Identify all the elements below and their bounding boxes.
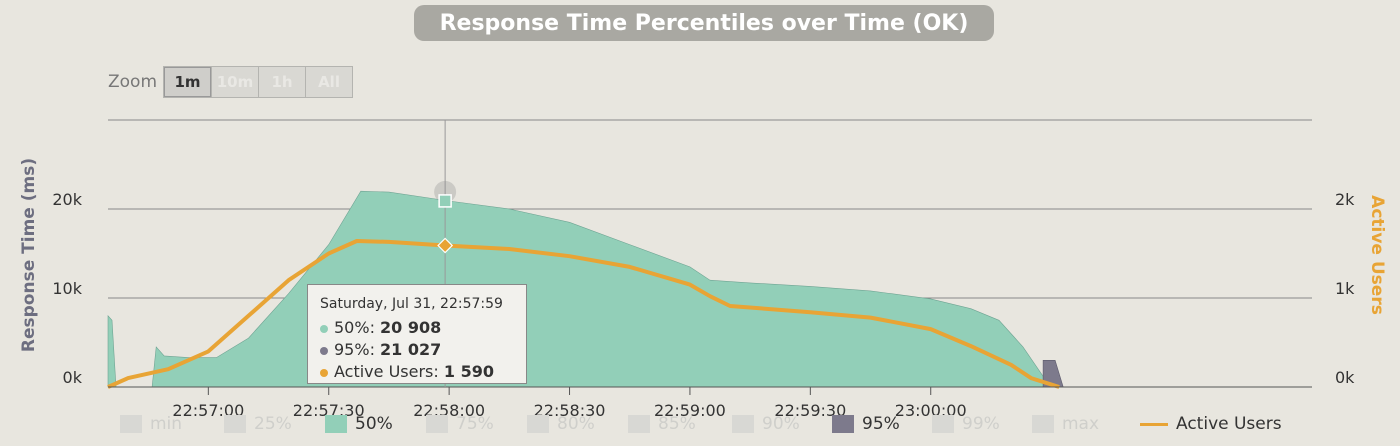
tooltip-title: Saturday, Jul 31, 22:57:59 (320, 296, 503, 312)
legend-item-min[interactable]: min (120, 412, 182, 436)
legend-item-50[interactable]: 50% (325, 412, 393, 436)
zoom-1h-button[interactable]: 1h (258, 67, 305, 97)
legend-item-95[interactable]: 95% (832, 412, 900, 436)
y2-tick-label: 0k (1335, 368, 1355, 387)
legend: min 25% 50% 75% 80% 85% 90% 95% 99% max Active Use… (120, 412, 1300, 436)
zoom-label: Zoom (108, 72, 158, 92)
tooltip-row-95-value: 21 027 (380, 340, 442, 359)
legend-item-25[interactable]: 25% (224, 412, 292, 436)
tooltip: Saturday, Jul 31, 22:57:59 50%: 20 908 9… (307, 284, 527, 384)
zoom-1m-button[interactable]: 1m (164, 67, 212, 97)
legend-label: 99% (962, 414, 1000, 434)
tooltip-row-users: Active Users: 1 590 (320, 361, 514, 383)
legend-item-75[interactable]: 75% (426, 412, 494, 436)
tooltip-row-users-value: 1 590 (443, 362, 494, 381)
series-dot-icon (320, 368, 328, 377)
y2-axis-label: Active Users (1367, 195, 1387, 315)
legend-swatch-icon (832, 415, 854, 433)
zoom-button-group: 1m 10m 1h All (163, 66, 354, 98)
tooltip-row-50-label: 50% (334, 318, 370, 337)
series-areas (107, 190, 1064, 388)
legend-swatch-icon (732, 415, 754, 433)
y-tick-label: 10k (52, 279, 82, 298)
series-dot-icon (320, 324, 328, 333)
legend-swatch-icon (224, 415, 246, 433)
y2-tick-label: 1k (1335, 279, 1355, 298)
legend-swatch-icon (426, 415, 448, 433)
legend-item-active-users[interactable]: Active Users (1140, 412, 1282, 436)
legend-label: 75% (456, 414, 494, 434)
tooltip-row-95-label: 95% (334, 340, 370, 359)
y-tick-label: 20k (52, 190, 82, 209)
series-dot-icon (320, 346, 328, 355)
x-tick-label: 22:58:30 (534, 401, 606, 420)
y-tick-label: 0k (63, 368, 83, 387)
legend-label: 90% (762, 414, 800, 434)
tooltip-row-50: 50%: 20 908 (320, 317, 514, 339)
legend-label: 95% (862, 414, 900, 434)
tooltip-row-95: 95%: 21 027 (320, 339, 514, 361)
legend-swatch-icon (1032, 415, 1054, 433)
legend-item-99[interactable]: 99% (932, 412, 1000, 436)
y-axis-label: Response Time (ms) (19, 158, 39, 352)
legend-item-max[interactable]: max (1032, 412, 1099, 436)
legend-label: Active Users (1176, 414, 1282, 434)
y2-tick-label: 2k (1335, 190, 1355, 209)
legend-label: min (150, 414, 183, 434)
hover-marker-users (437, 237, 454, 254)
legend-label: 50% (355, 414, 393, 434)
zoom-control: Zoom 1m 10m 1h All (108, 66, 354, 98)
tooltip-row-users-label: Active Users (334, 362, 434, 381)
series-50-area (107, 190, 1061, 388)
legend-swatch-icon (932, 415, 954, 433)
legend-swatch-icon (120, 415, 142, 433)
legend-swatch-icon (527, 415, 549, 433)
series-active-users-line (107, 239, 1060, 389)
legend-label: 80% (557, 414, 595, 434)
legend-label: max (1062, 414, 1100, 434)
tooltip-row-50-value: 20 908 (380, 318, 442, 337)
chart-title: Response Time Percentiles over Time (OK) (414, 5, 994, 41)
legend-label: 25% (254, 414, 292, 434)
legend-swatch-icon (325, 415, 347, 433)
x-tick-label: 22:59:30 (774, 401, 846, 420)
zoom-10m-button[interactable]: 10m (211, 67, 258, 97)
legend-item-80[interactable]: 80% (527, 412, 595, 436)
x-tick-label: 22:59:00 (654, 401, 726, 420)
legend-label: 85% (658, 414, 696, 434)
legend-swatch-icon (628, 415, 650, 433)
legend-swatch-icon (1140, 422, 1168, 426)
zoom-all-button[interactable]: All (305, 67, 352, 97)
series-lines (107, 239, 1060, 389)
hover-marker-50 (438, 194, 452, 208)
legend-item-90[interactable]: 90% (732, 412, 800, 436)
legend-item-85[interactable]: 85% (628, 412, 696, 436)
